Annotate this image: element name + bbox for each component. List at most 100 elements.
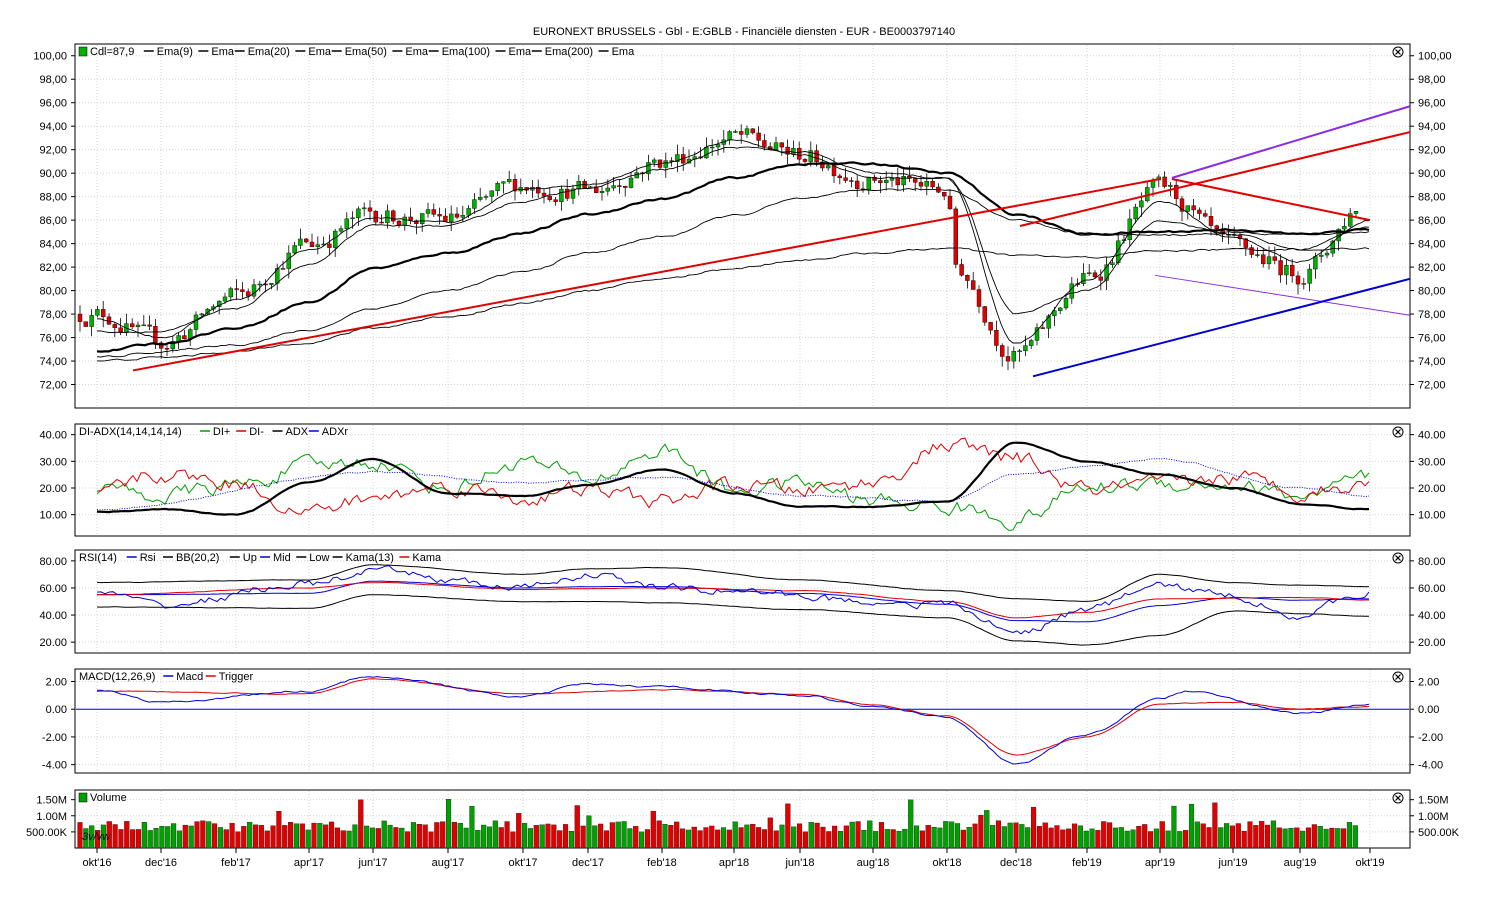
volume-bar-up — [1001, 826, 1007, 849]
volume-bar-down — [726, 829, 732, 849]
x-tick-label: feb'19 — [1072, 857, 1102, 869]
panel-macd: 2.00 2.00 0.00 0.00 -2.00 -2.00 -4.00 -4.00 MACD… — [42, 668, 1443, 774]
candle — [472, 193, 477, 214]
chart-title: EURONEXT BRUSSELS - Gbl - E:GBLB - Finan… — [533, 26, 955, 38]
volume-bar-down — [258, 825, 264, 849]
candle-down — [512, 179, 518, 192]
candle-up — [193, 314, 199, 330]
volume-bar-up — [171, 823, 177, 849]
volume-bar-down — [434, 822, 440, 849]
y-tick-label-right: 84,00 — [1418, 239, 1446, 251]
volume-bar-up — [931, 827, 937, 849]
volume-bar-up — [1288, 827, 1294, 849]
y-tick-label-left: 90,00 — [39, 168, 67, 180]
volume-bar-up — [902, 828, 908, 849]
candle — [89, 309, 94, 337]
volume-bar-down — [650, 810, 656, 849]
candle — [1255, 247, 1260, 258]
trendline-purple — [1154, 274, 1411, 316]
candle-up — [1069, 283, 1075, 299]
candle — [1127, 209, 1133, 247]
volume-bar-up — [486, 826, 493, 849]
candle-up — [350, 217, 355, 220]
volume-bar-down — [603, 830, 610, 849]
candle — [304, 237, 309, 244]
candle — [129, 318, 135, 329]
y-tick-label-right: 40.00 — [1418, 430, 1446, 442]
volume-bar-up — [1335, 828, 1341, 849]
candle-up — [1034, 327, 1040, 341]
candle — [617, 180, 622, 194]
volume-bar-down — [328, 821, 335, 849]
candle-down — [797, 147, 802, 160]
legend-item: DI- — [249, 426, 264, 438]
volume-bar-down — [1183, 830, 1189, 849]
y-tick-label-right: -2.00 — [1418, 732, 1443, 744]
candle — [112, 322, 118, 337]
legend-item: Low — [309, 552, 329, 564]
candle — [95, 305, 100, 318]
trendline-red — [1171, 178, 1371, 222]
candle-up — [628, 177, 634, 188]
candle-down — [1208, 216, 1214, 226]
candle-up — [95, 309, 100, 316]
candle-down — [918, 182, 924, 187]
candle — [1005, 346, 1011, 371]
candle — [333, 228, 338, 257]
candle-up — [141, 324, 147, 327]
candle — [1104, 256, 1109, 291]
candle-down — [541, 192, 547, 197]
volume-bar-up — [791, 826, 797, 849]
candle-up — [1063, 298, 1069, 309]
candle-down — [1092, 272, 1098, 278]
y-tick-label-left: 76,00 — [39, 333, 67, 345]
candle-up — [1110, 262, 1115, 265]
volume-bar-up — [954, 823, 961, 849]
volume-bar-down — [416, 824, 422, 849]
candle — [930, 177, 935, 190]
candle-down — [77, 313, 83, 322]
candle — [889, 172, 895, 188]
y-tick-label-left: 86,00 — [39, 215, 67, 227]
panel-frame — [74, 668, 1411, 774]
candle — [982, 306, 987, 326]
candle — [1347, 208, 1353, 228]
candle-up — [1318, 254, 1324, 257]
volume-bar-up — [475, 830, 481, 849]
candle — [1133, 203, 1138, 224]
candle-down — [565, 188, 570, 199]
candle-up — [1266, 256, 1272, 265]
candle — [872, 174, 877, 184]
candle-up — [89, 315, 94, 327]
candle-up — [1133, 206, 1138, 220]
y-tick-label-left: 1.00M — [36, 811, 67, 823]
candle — [1092, 269, 1098, 280]
candle-up — [292, 245, 297, 254]
candle-up — [483, 196, 489, 198]
candle-down — [379, 221, 384, 224]
candle — [1017, 349, 1022, 362]
candle-up — [501, 181, 506, 184]
candle-down — [1295, 275, 1301, 285]
candle-down — [547, 196, 552, 200]
volume-bar-down — [715, 829, 721, 849]
volume-bar-down — [1305, 827, 1312, 849]
y-tick-label-right: 94,00 — [1418, 121, 1446, 133]
candle-up — [449, 213, 454, 222]
volume-bar-down — [1048, 827, 1054, 849]
candle — [1040, 321, 1046, 329]
volume-bar-down — [703, 827, 709, 849]
candle-up — [744, 128, 750, 135]
volume-bar-down — [95, 830, 101, 849]
candle-down — [280, 268, 286, 270]
candle — [234, 279, 239, 300]
volume-bar-down — [1329, 827, 1335, 849]
volume-bar-up — [943, 821, 949, 849]
candle-up — [1011, 351, 1016, 362]
y-tick-label-left: 84,00 — [39, 239, 67, 251]
x-tick-label: jun'19 — [1217, 857, 1247, 869]
y-tick-label-right: 98,00 — [1418, 74, 1446, 86]
volume-bar-down — [124, 821, 130, 849]
candle-up — [652, 159, 657, 163]
y-tick-label-left: 96,00 — [39, 98, 67, 110]
